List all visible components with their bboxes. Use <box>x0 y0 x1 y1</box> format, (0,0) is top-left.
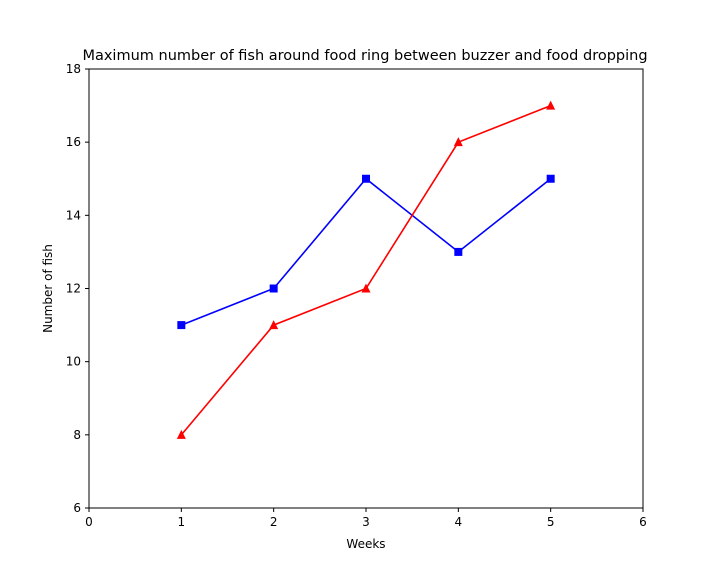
x-axis: 0 1 2 3 4 5 6 <box>85 508 647 529</box>
data-point-triangle <box>269 320 279 330</box>
y-tick-label: 16 <box>66 135 81 149</box>
data-point-square <box>177 321 186 330</box>
y-tick-label: 18 <box>66 62 81 76</box>
y-tick-label: 14 <box>66 208 81 222</box>
y-tick-label: 10 <box>66 355 81 369</box>
series-line <box>180 104 551 436</box>
series-1 <box>177 174 555 330</box>
data-point-square <box>269 284 278 293</box>
data-point-triangle <box>361 283 371 293</box>
plot-area <box>176 100 556 439</box>
x-tick-label: 0 <box>85 515 93 529</box>
data-point-triangle <box>453 137 463 147</box>
series-2 <box>176 100 556 439</box>
x-tick-label: 5 <box>547 515 555 529</box>
data-point-square <box>362 174 370 183</box>
data-point-triangle <box>546 100 556 110</box>
y-axis-label: Number of fish <box>41 244 55 333</box>
x-tick-label: 3 <box>362 515 370 529</box>
data-point-square <box>454 247 463 256</box>
y-tick-label: 12 <box>66 282 81 296</box>
x-tick-label: 1 <box>178 515 186 529</box>
x-tick-label: 4 <box>455 515 463 529</box>
chart-title: Maximum number of fish around food ring … <box>82 48 647 64</box>
y-tick-label: 6 <box>73 501 81 515</box>
x-tick-label: 6 <box>639 515 647 529</box>
data-point-square <box>546 174 555 183</box>
y-tick-label: 8 <box>73 428 81 442</box>
series-line <box>181 177 552 326</box>
data-point-triangle <box>176 429 186 439</box>
x-tick-label: 2 <box>270 515 278 529</box>
x-axis-label: Weeks <box>346 537 385 551</box>
y-axis: 6 8 10 12 14 16 18 <box>66 62 89 515</box>
